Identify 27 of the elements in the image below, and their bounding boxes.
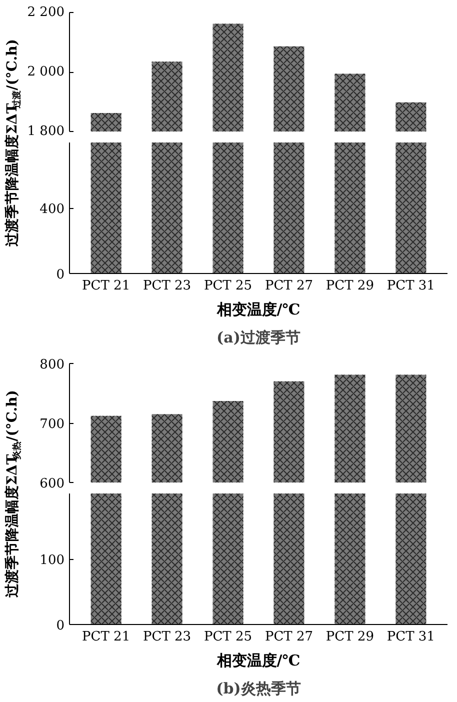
y-tick-label: 100: [40, 553, 65, 568]
x-axis-title: 相变温度/℃: [216, 652, 300, 670]
x-tick-label: PCT 31: [386, 630, 435, 644]
y-tick-label: 2 000: [27, 64, 64, 80]
x-tick-label: PCT 23: [143, 278, 192, 294]
x-tick-label: PCT 21: [82, 278, 130, 294]
x-tick-label: PCT 27: [264, 278, 314, 294]
x-tick-label: PCT 23: [143, 630, 192, 644]
y-tick-label: 1 800: [27, 124, 64, 139]
x-tick-label: PCT 25: [204, 630, 252, 644]
x-tick-label: PCT 25: [204, 278, 252, 294]
x-axis-title: 相变温度/℃: [216, 300, 300, 318]
text: (b)炎热季节: [216, 680, 301, 698]
y-tick-label: 400: [40, 202, 65, 217]
x-tick-label: PCT 31: [386, 278, 435, 294]
y-axis-title: 过渡季节降温幅度ΣΔT炎热/(°C.h): [4, 390, 22, 598]
y-tick-label: 2 200: [27, 5, 64, 20]
y-tick-label: 600: [40, 476, 65, 492]
x-tick-label: PCT 29: [326, 630, 374, 644]
x-tick-label: PCT 27: [264, 630, 314, 644]
text: (a)过渡季节: [216, 328, 300, 346]
y-tick-label: 0: [56, 618, 65, 634]
y-tick-label: 0: [56, 268, 65, 282]
x-tick-label: PCT 29: [326, 278, 374, 294]
y-tick-label: 800: [40, 358, 65, 372]
x-tick-label: PCT 21: [82, 630, 130, 644]
y-tick-label: 700: [40, 417, 65, 432]
